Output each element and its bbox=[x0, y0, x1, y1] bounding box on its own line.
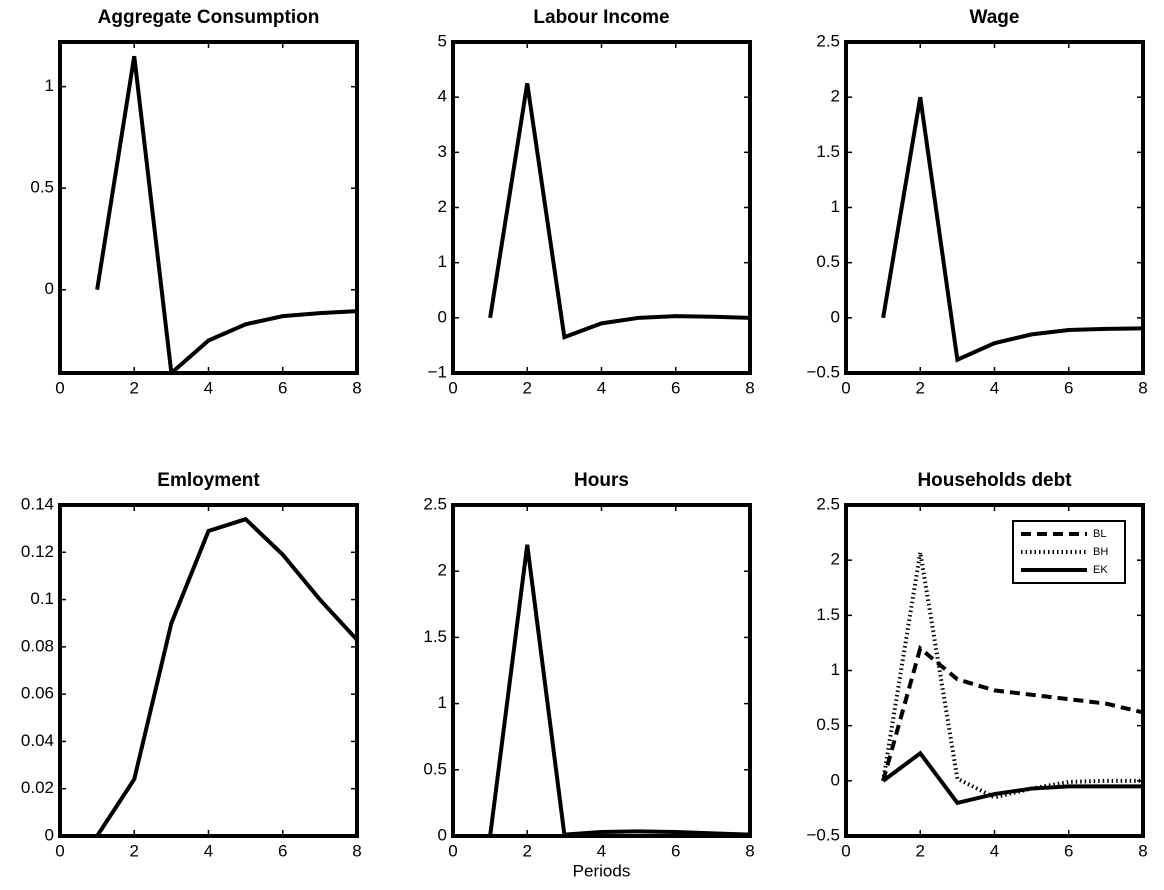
x-tick-label: 4 bbox=[990, 841, 999, 860]
y-tick-label: 0.08 bbox=[21, 636, 54, 655]
series-line bbox=[488, 83, 750, 340]
y-tick-label: 1.5 bbox=[423, 627, 447, 646]
axes-box bbox=[451, 503, 752, 838]
series-line bbox=[95, 55, 357, 373]
chart-title: Wage bbox=[970, 7, 1020, 28]
y-tick-label: 0 bbox=[45, 825, 54, 844]
x-tick-label: 8 bbox=[352, 841, 361, 860]
y-tick-label: 1 bbox=[831, 197, 840, 216]
x-tick-label: 8 bbox=[1138, 378, 1147, 397]
axes-box bbox=[58, 503, 359, 838]
chart-title: Labour Income bbox=[533, 7, 669, 28]
y-tick-label: 5 bbox=[438, 31, 447, 50]
y-tick-label: 0 bbox=[831, 307, 840, 326]
y-tick-label: 0.1 bbox=[30, 589, 54, 608]
legend-box bbox=[1012, 520, 1126, 584]
x-tick-label: 2 bbox=[916, 378, 925, 397]
x-tick-label: 4 bbox=[597, 378, 606, 397]
series-line bbox=[881, 750, 1143, 806]
y-tick-label: 0.12 bbox=[21, 542, 54, 561]
x-tick-label: 6 bbox=[278, 841, 287, 860]
y-tick-label: 0 bbox=[45, 279, 54, 298]
y-tick-label: 0.06 bbox=[21, 684, 54, 703]
series-line bbox=[881, 96, 1143, 363]
legend-label: EK bbox=[1093, 564, 1108, 576]
x-tick-label: 8 bbox=[352, 378, 361, 397]
y-tick-label: 0.5 bbox=[423, 759, 447, 778]
y-tick-label: 0.04 bbox=[21, 731, 54, 750]
x-tick-label: 2 bbox=[916, 841, 925, 860]
axes-box bbox=[58, 40, 359, 375]
x-tick-label: 4 bbox=[204, 841, 213, 860]
x-tick-label: 2 bbox=[523, 841, 532, 860]
y-tick-label: 2.5 bbox=[816, 31, 840, 50]
legend-label: BH bbox=[1093, 546, 1108, 558]
series-line bbox=[488, 544, 750, 836]
y-tick-label: 0.14 bbox=[21, 494, 54, 513]
chart-title: Households debt bbox=[917, 470, 1072, 491]
series-line bbox=[881, 552, 1143, 800]
y-tick-label: 0.5 bbox=[816, 715, 840, 734]
x-tick-label: 2 bbox=[523, 378, 532, 397]
x-tick-label: 4 bbox=[990, 378, 999, 397]
x-tick-label: 8 bbox=[745, 378, 754, 397]
y-tick-label: 1 bbox=[438, 693, 447, 712]
x-tick-label: 0 bbox=[55, 841, 64, 860]
x-tick-label: 0 bbox=[448, 841, 457, 860]
x-tick-label: 0 bbox=[841, 378, 850, 397]
x-tick-label: 2 bbox=[130, 378, 139, 397]
y-tick-label: −1 bbox=[428, 362, 447, 381]
axes-box bbox=[451, 40, 752, 375]
y-tick-label: 3 bbox=[438, 142, 447, 161]
x-axis-label: Periods bbox=[573, 861, 631, 880]
axes-box bbox=[844, 40, 1145, 375]
x-tick-label: 4 bbox=[597, 841, 606, 860]
series-line bbox=[95, 516, 357, 836]
y-tick-label: 0.5 bbox=[30, 178, 54, 197]
y-tick-label: −0.5 bbox=[806, 362, 840, 381]
x-tick-label: 6 bbox=[278, 378, 287, 397]
y-tick-label: 2.5 bbox=[816, 494, 840, 513]
y-tick-label: 1.5 bbox=[816, 605, 840, 624]
y-tick-label: 2.5 bbox=[423, 494, 447, 513]
y-tick-label: 2 bbox=[831, 550, 840, 569]
x-tick-label: 6 bbox=[1064, 841, 1073, 860]
y-tick-label: 1 bbox=[45, 76, 54, 95]
series-line bbox=[881, 644, 1143, 782]
y-tick-label: 0.02 bbox=[21, 778, 54, 797]
chart-title: Emloyment bbox=[157, 470, 260, 491]
y-tick-label: 1 bbox=[438, 252, 447, 271]
y-tick-label: −0.5 bbox=[806, 825, 840, 844]
x-tick-label: 6 bbox=[671, 841, 680, 860]
y-tick-label: 2 bbox=[438, 561, 447, 580]
y-tick-label: 1 bbox=[831, 660, 840, 679]
x-tick-label: 6 bbox=[1064, 378, 1073, 397]
y-tick-label: 2 bbox=[438, 197, 447, 216]
x-tick-label: 0 bbox=[55, 378, 64, 397]
y-tick-label: 0 bbox=[831, 770, 840, 789]
x-tick-label: 8 bbox=[745, 841, 754, 860]
legend-label: BL bbox=[1093, 528, 1106, 540]
y-tick-label: 4 bbox=[438, 87, 447, 106]
x-tick-label: 0 bbox=[841, 841, 850, 860]
y-tick-label: 0 bbox=[438, 825, 447, 844]
axes-box bbox=[844, 503, 1145, 838]
x-tick-label: 4 bbox=[204, 378, 213, 397]
x-tick-label: 6 bbox=[671, 378, 680, 397]
x-tick-label: 8 bbox=[1138, 841, 1147, 860]
chart-title: Aggregate Consumption bbox=[98, 7, 320, 28]
chart-title: Hours bbox=[574, 470, 629, 491]
x-tick-label: 0 bbox=[448, 378, 457, 397]
y-tick-label: 1.5 bbox=[816, 142, 840, 161]
x-tick-label: 2 bbox=[130, 841, 139, 860]
y-tick-label: 0 bbox=[438, 307, 447, 326]
y-tick-label: 2 bbox=[831, 87, 840, 106]
y-tick-label: 0.5 bbox=[816, 252, 840, 271]
